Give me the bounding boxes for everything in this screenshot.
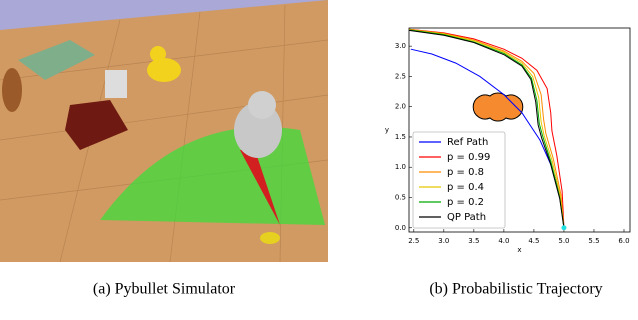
series-line <box>408 29 565 228</box>
y-tick-label: 2.5 <box>395 72 406 80</box>
legend-label: Ref Path <box>447 137 488 148</box>
legend-label: p = 0.2 <box>447 197 484 208</box>
y-axis-label: y <box>385 126 389 134</box>
obstacle <box>472 92 524 122</box>
legend-label: p = 0.4 <box>447 182 484 193</box>
x-tick-label: 6.0 <box>618 237 629 245</box>
legend-box <box>412 131 506 229</box>
y-tick-label: 0.5 <box>395 193 406 201</box>
x-tick-label: 4.5 <box>528 237 539 245</box>
series-line <box>408 28 565 228</box>
x-tick-label: 5.5 <box>588 237 599 245</box>
bed <box>18 40 95 80</box>
simulator-scene <box>0 0 329 263</box>
x-tick-label: 2.5 <box>408 237 419 245</box>
series-line <box>408 29 565 228</box>
y-tick-label: 0.0 <box>395 224 406 232</box>
duck <box>147 58 181 82</box>
dog <box>2 68 22 112</box>
x-tick-label: 4.0 <box>498 237 509 245</box>
series-line <box>408 29 565 228</box>
chair <box>65 100 128 150</box>
x-tick-label: 5.0 <box>558 237 569 245</box>
y-tick-label: 2.0 <box>395 103 406 111</box>
humanoid-head <box>248 91 276 119</box>
legend-label: p = 0.8 <box>447 167 484 178</box>
legend-label: p = 0.99 <box>447 152 490 163</box>
legend-label: QP Path <box>447 212 486 223</box>
x-tick-label: 3.0 <box>438 237 449 245</box>
duck-head <box>150 46 166 62</box>
goal-marker <box>561 225 567 231</box>
caption: (b) Probabilistic Trajectory <box>429 281 602 298</box>
series-line <box>408 28 565 228</box>
y-tick-label: 3.0 <box>395 42 406 50</box>
caption: (a) Pybullet Simulator <box>93 281 236 298</box>
y-tick-label: 1.5 <box>395 133 406 141</box>
x-axis-label: x <box>517 246 521 254</box>
robot <box>260 232 280 244</box>
basket <box>105 70 127 98</box>
x-tick-label: 3.5 <box>468 237 479 245</box>
sensor-cone <box>240 150 280 225</box>
y-tick-label: 1.0 <box>395 163 406 171</box>
